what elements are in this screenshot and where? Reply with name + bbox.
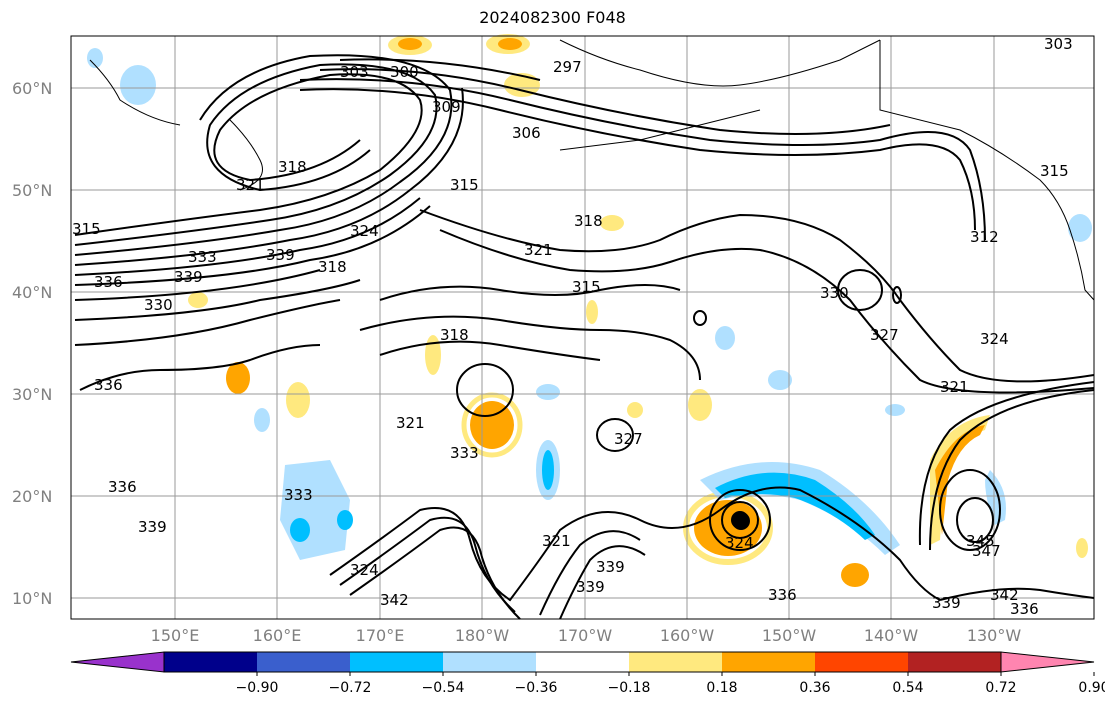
contour-label: 324: [350, 561, 379, 579]
colorbar-tick-labels: −0.90 −0.72 −0.54 −0.36 −0.18 0.18 0.36 0.54 0.7…: [236, 672, 1105, 696]
contour-label: 324: [350, 222, 379, 240]
contour-label: 342: [380, 591, 409, 609]
colorbar-segment: [908, 652, 1002, 672]
contour-label: 324: [725, 534, 754, 552]
colorbar-tick-label: 0.72: [985, 680, 1016, 696]
lat-label: 10°N: [12, 589, 52, 608]
contour-label: 306: [512, 124, 541, 142]
lon-label: 150°W: [762, 626, 817, 645]
lon-label: 170°E: [356, 626, 405, 645]
contour-label: 318: [440, 326, 469, 344]
map-title: 2024082300 F048: [479, 8, 626, 27]
lon-label: 160°E: [253, 626, 302, 645]
lon-label: 130°W: [967, 626, 1022, 645]
contour-label: 318: [278, 158, 307, 176]
contour-label: 312: [970, 228, 999, 246]
colorbar-segment: [722, 652, 816, 672]
lon-label: 140°W: [864, 626, 919, 645]
contour-label: 336: [108, 478, 137, 496]
map-frame: [70, 35, 1095, 620]
contour-label: 321: [236, 176, 265, 194]
contour-label: 339: [266, 246, 295, 264]
contour-label: 321: [524, 241, 553, 259]
coastlines: [89, 39, 1095, 301]
colorbar-segment: [257, 652, 351, 672]
contour-label: 333: [450, 444, 479, 462]
colorbar-tick-label: −0.18: [608, 680, 651, 696]
contour-label: 315: [450, 176, 479, 194]
lon-label: 160°W: [660, 626, 715, 645]
colorbar-segment: [629, 652, 723, 672]
contour-label: 303: [1044, 35, 1073, 53]
colorbar-extend-high: [1000, 651, 1095, 673]
colorbar-frame: [163, 651, 1002, 673]
lon-label: 180°W: [455, 626, 510, 645]
lon-label: 170°W: [558, 626, 613, 645]
contour-label: 330: [820, 284, 849, 302]
contour-label: 336: [1010, 600, 1039, 618]
contour-label: 336: [94, 376, 123, 394]
contour-label: 336: [94, 273, 123, 291]
contour-label: 339: [138, 518, 167, 536]
contour-label: 318: [318, 258, 347, 276]
contour-label: 330: [144, 296, 173, 314]
contour-label: 327: [870, 326, 899, 344]
contour-label: 300: [390, 63, 419, 81]
colorbar-segment: [536, 652, 630, 672]
contour-label: 315: [572, 278, 601, 296]
contour-label: 324: [980, 330, 1009, 348]
contour-labels: 303 300 297 309 306 303 321 318 315 318 …: [72, 35, 1073, 618]
colorbar-tick-label: −0.90: [236, 680, 279, 696]
colorbar-segment: [164, 652, 258, 672]
contour-label: 321: [396, 414, 425, 432]
contour-label: 318: [574, 212, 603, 230]
theta-contours: [74, 54, 1095, 620]
lat-label: 60°N: [12, 79, 52, 98]
colorbar-tick-label: 0.18: [706, 680, 737, 696]
lat-label: 20°N: [12, 487, 52, 506]
colorbar-segment: [443, 652, 537, 672]
colorbar-tick-label: −0.36: [515, 680, 558, 696]
contour-label: 333: [284, 486, 313, 504]
contour-label: 327: [614, 430, 643, 448]
contour-label: 321: [940, 378, 969, 396]
longitude-labels: 150°E 160°E 170°E 180°W 170°W 160°W 150°…: [151, 626, 1022, 645]
contour-label: 315: [72, 220, 101, 238]
lat-label: 30°N: [12, 385, 52, 404]
contour-label: 345: [966, 532, 995, 550]
colorbar-tick-label: 0.54: [892, 680, 923, 696]
contour-label: 333: [188, 248, 217, 266]
colorbar-tick-label: −0.72: [329, 680, 372, 696]
contour-label: 315: [1040, 162, 1069, 180]
contour-label: 339: [174, 268, 203, 286]
colorbar-tick-label: 0.90: [1078, 680, 1105, 696]
colorbar-segment: [815, 652, 909, 672]
storm-center-marker: [732, 512, 750, 530]
contour-label: 321: [542, 532, 571, 550]
contour-label: 347: [972, 542, 1001, 560]
contour-label: 297: [553, 58, 582, 76]
lat-label: 50°N: [12, 181, 52, 200]
lat-label: 40°N: [12, 283, 52, 302]
contour-label: 339: [596, 558, 625, 576]
colorbar-segment: [350, 652, 444, 672]
contour-label: 303: [340, 63, 369, 81]
contour-label: 339: [576, 578, 605, 596]
colorbar-tick-label: 0.36: [799, 680, 830, 696]
contour-label: 309: [432, 98, 461, 116]
colorbar-tick-label: −0.54: [422, 680, 465, 696]
contour-label: 339: [932, 594, 961, 612]
colorbar-extend-low: [70, 651, 165, 673]
latitude-labels: 60°N 50°N 40°N 30°N 20°N 10°N: [12, 79, 52, 608]
colorbar: [70, 651, 1095, 673]
lon-label: 150°E: [151, 626, 200, 645]
contour-label: 336: [768, 586, 797, 604]
contour-label: 342: [990, 586, 1019, 604]
